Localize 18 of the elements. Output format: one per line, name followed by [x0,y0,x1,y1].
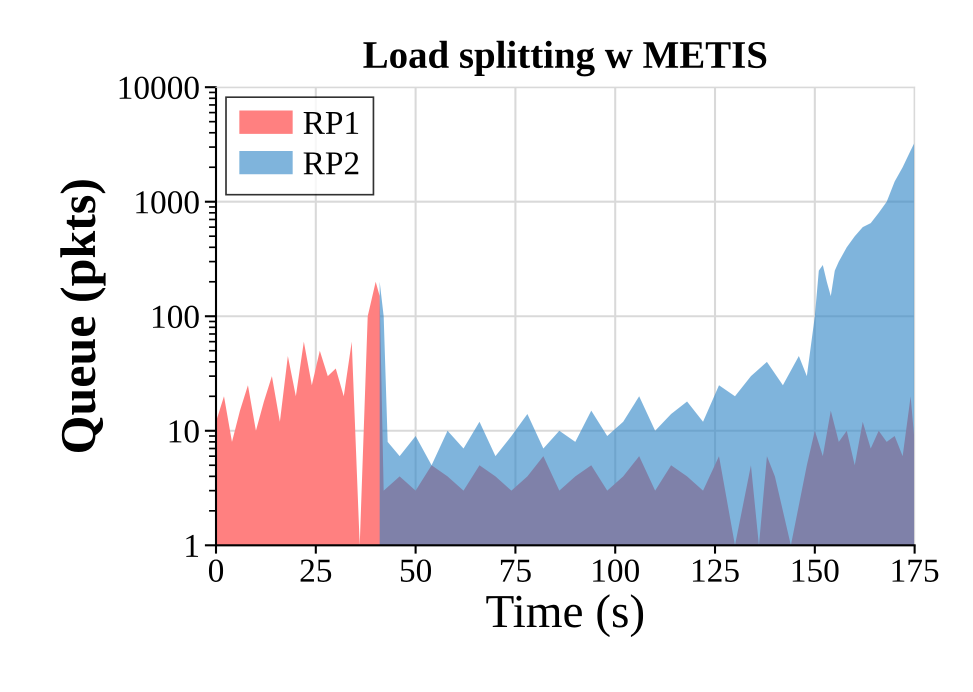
x-tick-label: 150 [792,559,839,582]
legend-label: RP2 [304,152,358,174]
x-tick-label: 25 [300,560,332,582]
x-tick-label: 50 [400,559,432,582]
x-tick-label: 0 [208,559,224,582]
chart-title: Load splitting w METIS [363,40,766,76]
x-tick-label: 175 [892,560,938,582]
x-tick-label: 75 [500,560,531,582]
y-tick-label: 10 [170,420,199,443]
y-tick-label: 100 [152,306,199,328]
y-axis-title: Queue (pkts) [60,180,106,452]
x-axis-title: Time (s) [486,594,644,638]
x-tick-label: 125 [692,560,739,582]
legend-label: RP1 [304,112,358,134]
x-tick-label: 100 [593,559,639,582]
y-tick-label: 1 [186,534,198,557]
y-tick-label: 1000 [136,191,199,214]
y-tick-label: 10000 [120,76,199,100]
